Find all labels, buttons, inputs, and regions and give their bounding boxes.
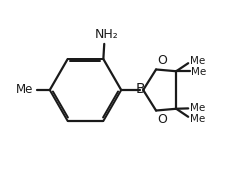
Text: Me: Me [16,83,33,96]
Text: Me: Me [190,114,205,124]
Text: NH₂: NH₂ [94,28,118,41]
Text: Me: Me [190,56,205,66]
Text: O: O [157,54,167,67]
Text: Me: Me [190,103,205,113]
Text: B: B [135,82,145,96]
Text: Me: Me [191,67,207,77]
Text: O: O [157,113,167,126]
